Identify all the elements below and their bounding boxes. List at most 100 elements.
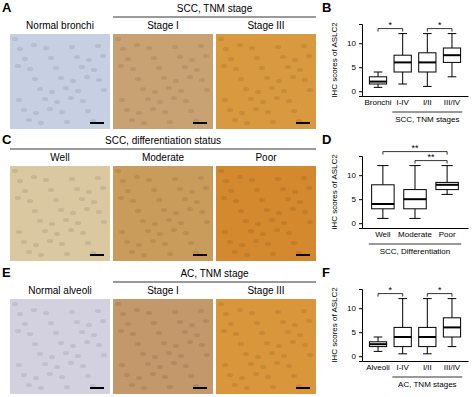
y-axis: 0510 xyxy=(347,25,362,97)
texture-cell xyxy=(118,196,124,200)
texture-cell xyxy=(265,110,271,114)
texture-cell xyxy=(38,386,44,390)
texture-cell xyxy=(156,198,162,202)
whisker-cap-low xyxy=(448,76,457,77)
texture-cell xyxy=(260,100,266,104)
texture-cell xyxy=(115,37,121,41)
x-tick: Alveoli xyxy=(366,361,390,372)
texture-cell xyxy=(167,252,173,256)
texture xyxy=(218,169,313,257)
texture-cell xyxy=(145,229,151,233)
texture-cell xyxy=(188,374,194,378)
whisker-cap-low xyxy=(374,87,383,88)
texture-cell xyxy=(221,329,227,333)
texture-cell xyxy=(27,332,33,336)
texture-cell xyxy=(221,64,227,68)
texture-cell xyxy=(124,108,130,112)
texture-cell xyxy=(118,64,124,68)
box xyxy=(369,342,386,347)
panel-label: E xyxy=(2,265,11,280)
texture-cell xyxy=(302,343,308,347)
texture-cell xyxy=(281,354,287,358)
texture-cell xyxy=(85,374,91,378)
texture-cell xyxy=(161,341,167,345)
y-axis-line xyxy=(359,290,363,362)
texture-cell xyxy=(101,353,107,357)
texture-cell xyxy=(239,243,245,247)
texture-cell xyxy=(238,77,244,81)
texture-cell xyxy=(301,176,307,180)
texture-cell xyxy=(182,330,188,334)
texture-cell xyxy=(276,344,282,348)
texture-cell xyxy=(280,187,286,191)
texture-cell xyxy=(306,54,312,58)
texture-cell xyxy=(238,342,244,346)
texture-cell xyxy=(237,43,243,47)
y-tick-label: 10 xyxy=(347,39,356,48)
texture-cell xyxy=(157,365,163,369)
x-tick: Moderate xyxy=(398,228,432,239)
y-tick: 0 xyxy=(352,219,362,228)
x-tick-label: I-IV xyxy=(396,363,409,372)
x-tick-label: Bronchi xyxy=(364,98,391,107)
y-tick: 5 xyxy=(352,195,362,204)
texture-cell xyxy=(281,89,287,93)
texture-cell xyxy=(146,178,152,182)
scale-bar xyxy=(90,122,104,124)
whisker-high xyxy=(402,299,403,328)
texture-cell xyxy=(21,240,27,244)
texture-cell xyxy=(292,323,298,327)
x-tick: I/II xyxy=(423,361,432,372)
texture-cell xyxy=(135,77,141,81)
texture-cell xyxy=(244,386,250,390)
texture-cell xyxy=(152,90,158,94)
texture-cell xyxy=(136,243,142,247)
scale-bar xyxy=(296,254,310,256)
whisker-low xyxy=(378,84,379,87)
texture-cell xyxy=(101,88,107,92)
x-tick: III/IV xyxy=(444,361,461,372)
texture-cell xyxy=(233,199,239,203)
y-tick: 10 xyxy=(347,304,362,313)
texture-cell xyxy=(276,211,282,215)
x-tick: I-IV xyxy=(396,96,409,107)
image-caption: Stage I xyxy=(147,20,179,31)
texture-cell xyxy=(32,342,38,346)
texture-cell xyxy=(69,177,75,181)
y-axis: 0510 xyxy=(347,157,362,229)
texture-cell xyxy=(199,78,205,82)
texture-cell xyxy=(135,342,141,346)
significance-label: * xyxy=(438,285,442,295)
texture-cell xyxy=(151,56,157,60)
texture-cell xyxy=(37,352,43,356)
texture-cell xyxy=(63,218,69,222)
y-tick: 10 xyxy=(347,39,362,48)
texture-cell xyxy=(286,364,292,368)
whisker-cap-high xyxy=(409,165,420,166)
y-tick-label: 5 xyxy=(352,195,357,204)
whisker-low xyxy=(427,72,428,86)
texture-cell xyxy=(254,56,260,60)
texture-cell xyxy=(291,241,297,245)
texture-cell xyxy=(47,107,53,111)
texture-cell xyxy=(249,311,255,315)
image-caption: Well xyxy=(50,152,69,163)
texture-cell xyxy=(130,199,136,203)
texture-cell xyxy=(221,196,227,200)
group-line xyxy=(113,17,316,18)
texture xyxy=(115,302,210,390)
x-tick-label: I-IV xyxy=(396,98,409,107)
texture-cell xyxy=(285,197,291,201)
scale-bar xyxy=(90,387,104,389)
panel-label: B xyxy=(322,0,331,15)
texture-cell xyxy=(189,323,195,327)
scale-bar xyxy=(296,387,310,389)
image-caption: Poor xyxy=(255,152,277,163)
texture-cell xyxy=(286,231,292,235)
texture xyxy=(12,37,107,125)
texture-cell xyxy=(79,330,85,334)
whisker-high xyxy=(382,166,383,185)
texture-cell xyxy=(183,99,189,103)
micrograph xyxy=(10,299,110,394)
group-label: SCC, differentiation status xyxy=(105,135,221,146)
